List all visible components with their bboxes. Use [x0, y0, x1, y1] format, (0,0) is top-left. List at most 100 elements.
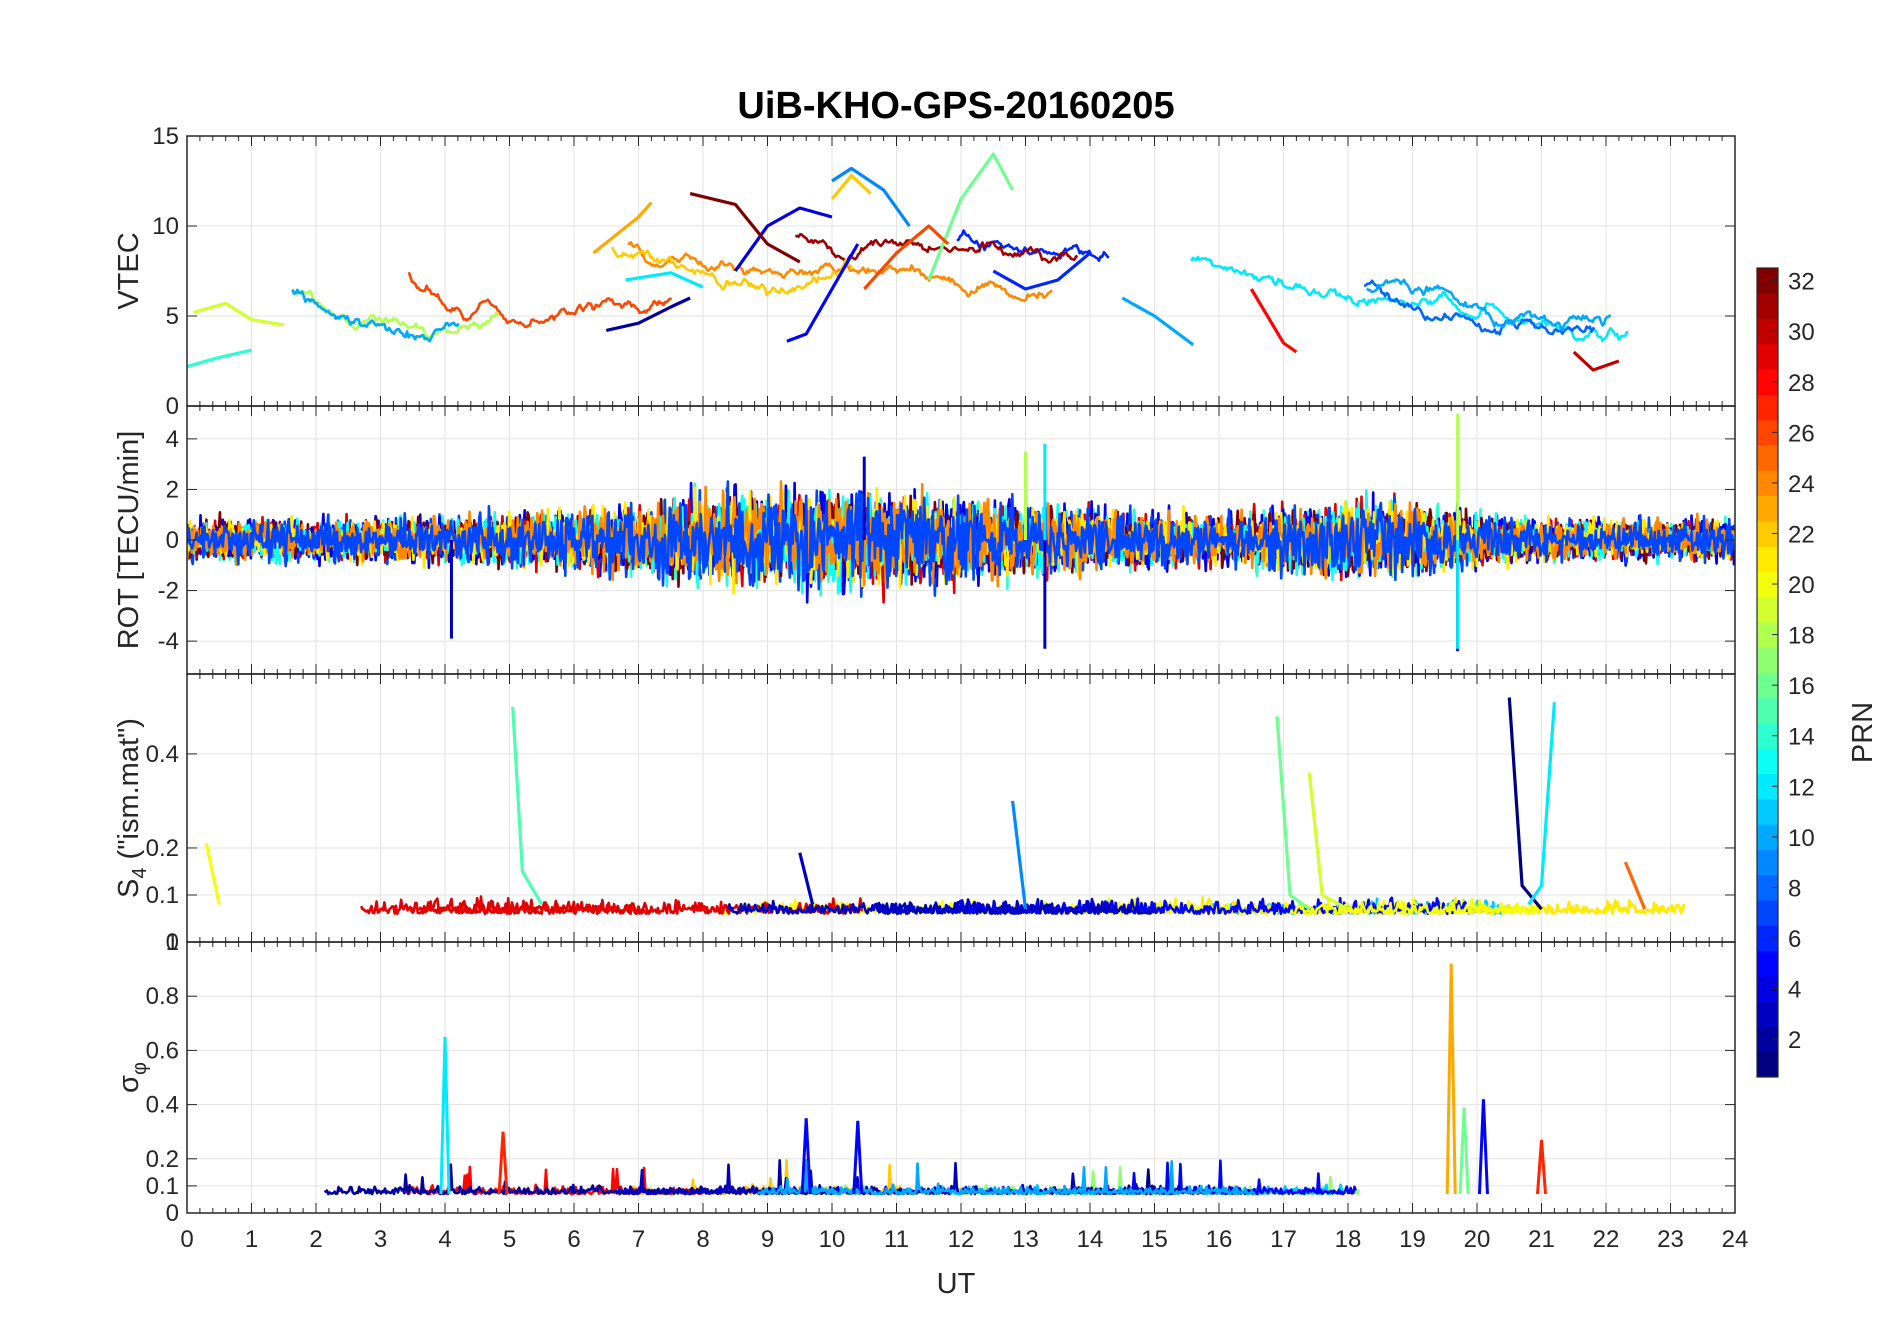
- series-prn-16: [1275, 716, 1311, 911]
- y-axis-label-s4: S4 ("ism.mat"): [113, 718, 151, 898]
- colorbar-tick-label: 28: [1788, 370, 1815, 397]
- y-tick-label: 0: [166, 1200, 179, 1227]
- colorbar-segment: [1757, 444, 1778, 471]
- series-prn-4: [733, 206, 833, 272]
- x-tick-label: 9: [761, 1226, 774, 1253]
- colorbar-tick-label: 6: [1788, 926, 1801, 953]
- panel-s4: 0 0.1 0.2 0.4S4 ("ism.mat"): [113, 673, 1736, 956]
- data-spike-prn-12: [439, 1036, 451, 1195]
- y-tick-label: 15: [152, 123, 179, 150]
- colorbar-segment: [1757, 672, 1778, 699]
- y-tick-label: 4: [166, 426, 179, 453]
- colorbar-segment: [1757, 950, 1778, 977]
- series-prn-32: [689, 192, 801, 264]
- series-prn-25: [1623, 861, 1647, 910]
- colorbar-segment: [1757, 495, 1778, 522]
- x-tick-label: 5: [503, 1226, 516, 1253]
- series-prn-12: [625, 271, 704, 289]
- colorbar-segment: [1757, 975, 1778, 1002]
- colorbar-segment: [1757, 748, 1778, 775]
- texture-line: [187, 480, 1735, 592]
- texture-line: [726, 898, 1154, 916]
- colorbar-tick-label: 20: [1788, 572, 1815, 599]
- texture-line: [757, 1159, 1255, 1196]
- series-group-rot: [449, 413, 1460, 652]
- data-spike-prn-5: [800, 1118, 812, 1195]
- y-tick-label: 0: [166, 929, 179, 956]
- colorbar-segment: [1757, 1026, 1778, 1053]
- x-tick-label: 0: [180, 1226, 193, 1253]
- colorbar-segment: [1757, 874, 1778, 901]
- colorbar-segment: [1757, 596, 1778, 623]
- colorbar-tick-label: 8: [1788, 875, 1801, 902]
- colorbar-label: PRN: [1847, 702, 1879, 763]
- data-spike-prn-27: [1536, 1139, 1547, 1195]
- x-tick-label: 14: [1077, 1226, 1104, 1253]
- x-tick-label: 16: [1206, 1226, 1233, 1253]
- colorbar-segment: [1757, 520, 1778, 547]
- colorbar-segment: [1757, 647, 1778, 673]
- x-tick-label: 21: [1528, 1226, 1555, 1253]
- texture-line: [610, 246, 854, 297]
- colorbar-segment: [1757, 546, 1778, 572]
- y-axis-label-vtec: VTEC: [113, 232, 145, 309]
- data-spike-prn-16: [1458, 1107, 1470, 1195]
- colorbar-tick-label: 30: [1788, 319, 1815, 346]
- colorbar-segment: [1757, 697, 1778, 724]
- x-axis-label: UT: [937, 1268, 976, 1300]
- trace-texture-s4: [359, 895, 1686, 916]
- colorbar-tick-label: 10: [1788, 825, 1815, 852]
- series-prn-22: [830, 174, 872, 201]
- colorbar-segment: [1757, 369, 1778, 395]
- colorbar-segment: [1757, 900, 1778, 926]
- data-spike-prn-5: [1477, 1099, 1489, 1195]
- x-tick-label: 22: [1593, 1226, 1620, 1253]
- colorbar-tick-label: 26: [1788, 420, 1815, 447]
- x-tick-label: 7: [632, 1226, 645, 1253]
- grid-s4: [186, 674, 1736, 943]
- series-prn-1: [1507, 697, 1543, 911]
- x-tick-label: 4: [438, 1226, 451, 1253]
- y-tick-label: 0.6: [146, 1037, 179, 1064]
- texture-line: [617, 1161, 1182, 1196]
- colorbar-frame: [1756, 267, 1779, 1078]
- x-tick-label: 10: [819, 1226, 846, 1253]
- series-prn-19: [1307, 772, 1349, 911]
- colorbar-segment: [1757, 419, 1778, 446]
- series-group-vtec: [187, 152, 1620, 372]
- y-tick-label: 2: [166, 476, 179, 503]
- x-tick-label: 18: [1335, 1226, 1362, 1253]
- x-tick-label: 6: [567, 1226, 580, 1253]
- texture-line: [794, 233, 1079, 264]
- series-prn-5: [786, 243, 860, 343]
- y-tick-label: 0.1: [146, 882, 179, 909]
- x-tick-label: 12: [948, 1226, 975, 1253]
- colorbar-segment: [1757, 343, 1778, 370]
- series-prn-6: [992, 251, 1092, 291]
- x-tick-label: 8: [696, 1226, 709, 1253]
- series-prn-3: [798, 852, 815, 905]
- y-axis-label-rot: ROT [TECU/min]: [113, 431, 145, 650]
- x-tick-label: 17: [1270, 1226, 1297, 1253]
- colorbar-segment: [1757, 293, 1778, 320]
- colorbar-segment: [1757, 1001, 1778, 1027]
- y-tick-label: 10: [152, 213, 179, 240]
- colorbar-segment: [1757, 470, 1778, 497]
- data-spike-prn-23: [1445, 963, 1457, 1195]
- series-prn-28: [1249, 288, 1298, 354]
- series-prn-20: [204, 842, 221, 905]
- series-prn-23: [592, 201, 653, 255]
- x-tick-label: 15: [1141, 1226, 1168, 1253]
- y-tick-label: 1: [166, 929, 179, 956]
- colorbar-segment: [1757, 268, 1778, 294]
- y-tick-label: 0.4: [146, 741, 179, 768]
- colorbar-tick-label: 4: [1788, 977, 1801, 1004]
- series-prn-2: [605, 296, 691, 332]
- series-prn-16: [927, 152, 1015, 281]
- data-spike-prn-5: [852, 1120, 864, 1195]
- texture-line: [407, 271, 673, 329]
